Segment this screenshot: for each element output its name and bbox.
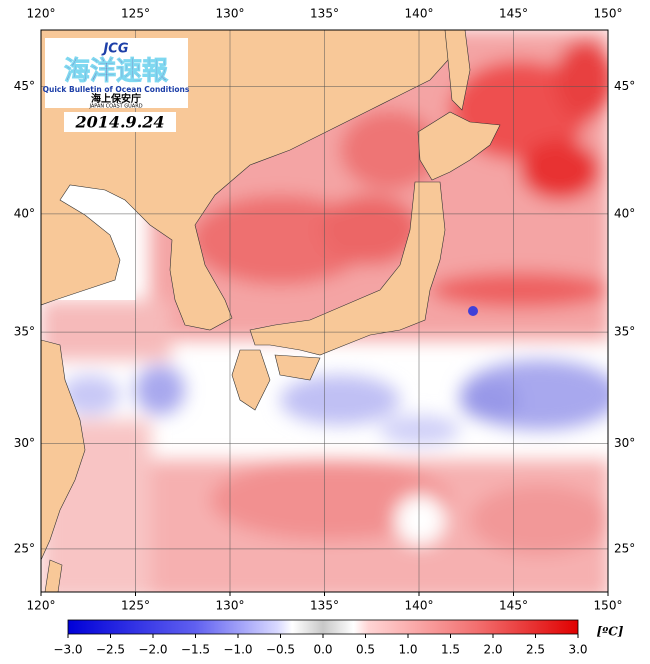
honshu [249,181,446,356]
colorbar-tick-label: 0.0 [313,643,332,657]
x-tick-label: 140° [405,7,434,21]
colorbar-tick-label: 2.5 [526,643,545,657]
colorbar-tick-label: 0.5 [356,643,375,657]
y-tick-label: 25° [614,541,635,555]
x-tick-label: 150° [594,599,623,613]
x-tick-label: 135° [310,599,339,613]
logo: JCG 海洋速報 Quick Bulletin of Ocean Conditi… [43,38,190,110]
logo-abbr: JCG [100,42,128,57]
cold-spot [468,306,478,316]
y-tick-label: 30° [14,436,35,450]
logo-subtitle: Quick Bulletin of Ocean Conditions [43,85,190,94]
taiwan [44,559,63,592]
x-tick-label: 120° [27,7,56,21]
y-tick-label: 25° [14,541,35,555]
logo-agency: 海上保安庁 [91,92,141,105]
y-tick-label: 45° [14,79,35,93]
x-tick-label: 120° [27,599,56,613]
colorbar-tick-label: 2.0 [483,643,502,657]
colorbar-tick-label: −1.5 [181,643,210,657]
y-tick-label: 45° [614,79,635,93]
y-tick-label: 35° [614,325,635,339]
shikoku [274,354,321,381]
y-tick-label: 40° [14,206,35,220]
x-tick-label: 140° [405,599,434,613]
colorbar-tick-label: −2.5 [96,643,125,657]
y-tick-label: 40° [614,206,635,220]
logo-box [45,38,188,108]
colorbar-unit: [ºC] [597,625,624,639]
colorbar-tick-label: −0.5 [266,643,295,657]
x-tick-label: 130° [216,7,245,21]
logo-title: 海洋速報 [64,56,169,87]
colorbar-tick-label: 3.0 [568,643,587,657]
map [41,30,608,592]
x-tick-label: 135° [310,7,339,21]
logo-agency-en: JAPAN COAST GUARD [88,104,142,110]
y-tick-label: 30° [614,436,635,450]
colorbar-tick-label: 1.5 [441,643,460,657]
colorbar [67,619,579,635]
colorbar-tick-label: −3.0 [53,643,82,657]
y-tick-label: 35° [14,325,35,339]
x-tick-label: 125° [121,599,150,613]
x-tick-label: 145° [499,7,528,21]
date: 2014.9.24 [74,113,164,132]
date-box [64,112,176,132]
x-tick-label: 145° [499,599,528,613]
sakhalin [444,30,471,111]
colorbar-tick-label: −1.0 [223,643,252,657]
colorbar-tick-label: −2.0 [138,643,167,657]
colorbar-tick-label: 1.0 [398,643,417,657]
x-tick-label: 125° [121,7,150,21]
kyushu [231,349,271,411]
hokkaido [417,111,501,181]
x-tick-label: 150° [594,7,623,21]
mainland-south [41,339,86,561]
x-tick-label: 130° [216,599,245,613]
